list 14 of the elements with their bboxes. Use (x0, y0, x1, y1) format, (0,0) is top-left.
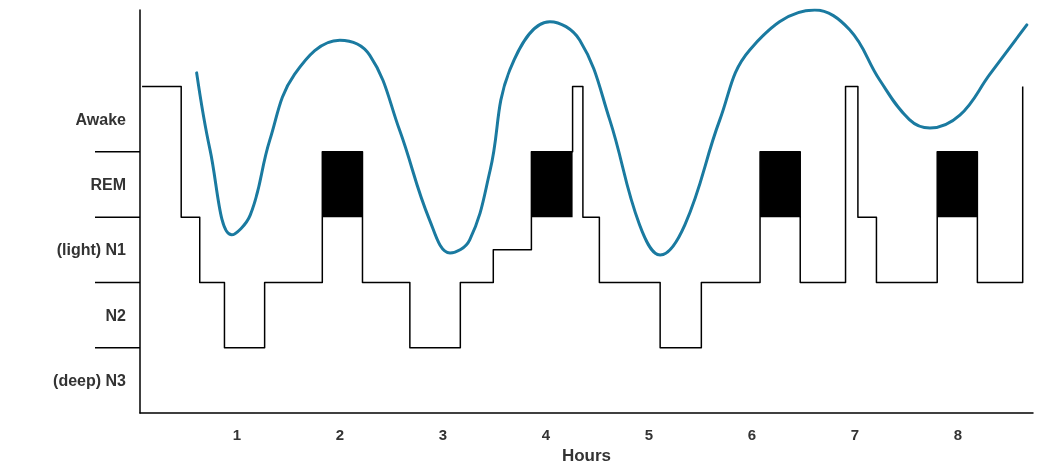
x-axis-title: Hours (561, 446, 612, 465)
x-tick-label: 6 (747, 426, 756, 443)
x-tick-label: 3 (438, 426, 447, 443)
x-tick-label: 8 (953, 426, 962, 443)
x-tick-label: 4 (541, 426, 551, 443)
text: Awake (75, 110, 127, 128)
x-tick-label: 5 (644, 426, 653, 443)
x-tick-label: 1 (232, 426, 241, 443)
x-tick-label: 7 (850, 426, 859, 443)
x-tick-label: 2 (335, 426, 344, 443)
text: REM (90, 176, 126, 193)
text: (light) N1 (56, 241, 127, 259)
text: (deep) N3 (53, 371, 127, 389)
text: N2 (105, 306, 127, 324)
